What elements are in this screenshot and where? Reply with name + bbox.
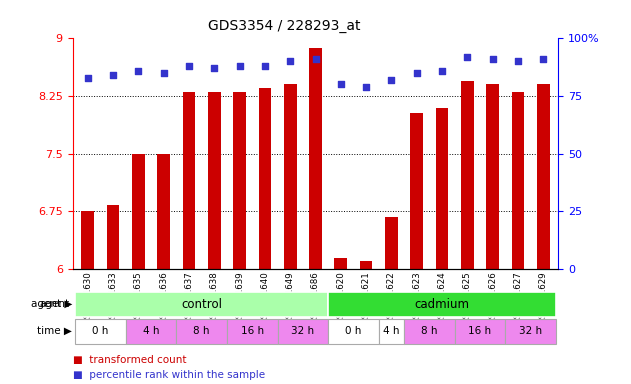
Point: [437, 68, 447, 74]
Bar: [132, 154, 144, 269]
Point: [83, 74, 93, 81]
Text: 8 h: 8 h: [421, 326, 438, 336]
Text: GDS3354 / 228293_at: GDS3354 / 228293_at: [208, 19, 360, 33]
Point: [285, 58, 295, 65]
Point: [463, 54, 473, 60]
Text: 0 h: 0 h: [345, 326, 362, 336]
Bar: [379, 319, 404, 344]
Point: [108, 72, 118, 78]
Point: [361, 84, 371, 90]
Bar: [360, 261, 372, 269]
Point: [133, 68, 143, 74]
Point: [386, 77, 396, 83]
Bar: [176, 319, 227, 344]
Bar: [487, 84, 499, 269]
Text: 4 h: 4 h: [383, 326, 399, 336]
Bar: [126, 319, 176, 344]
Text: cadmium: cadmium: [415, 298, 469, 311]
Bar: [208, 92, 221, 269]
Text: 32 h: 32 h: [292, 326, 314, 336]
Point: [235, 63, 245, 69]
Bar: [404, 319, 455, 344]
Bar: [75, 292, 328, 317]
Text: ■  transformed count: ■ transformed count: [73, 355, 186, 365]
Text: 16 h: 16 h: [468, 326, 492, 336]
Text: 4 h: 4 h: [143, 326, 159, 336]
Point: [513, 58, 523, 65]
Text: ■  percentile rank within the sample: ■ percentile rank within the sample: [73, 370, 264, 380]
Bar: [284, 84, 297, 269]
Bar: [410, 113, 423, 269]
Point: [310, 56, 321, 62]
Bar: [309, 48, 322, 269]
Point: [158, 70, 168, 76]
Bar: [537, 84, 550, 269]
Bar: [157, 154, 170, 269]
Bar: [233, 92, 246, 269]
Point: [336, 81, 346, 88]
Text: agent ▶: agent ▶: [31, 299, 72, 310]
Bar: [227, 319, 278, 344]
Text: agent: agent: [39, 299, 69, 310]
Text: 0 h: 0 h: [92, 326, 109, 336]
Point: [209, 65, 220, 71]
Bar: [107, 205, 119, 269]
Text: 32 h: 32 h: [519, 326, 542, 336]
Bar: [328, 319, 379, 344]
Bar: [334, 258, 347, 269]
Point: [411, 70, 422, 76]
Point: [184, 63, 194, 69]
Bar: [385, 217, 398, 269]
Text: 8 h: 8 h: [193, 326, 210, 336]
Bar: [182, 92, 196, 269]
Bar: [81, 211, 94, 269]
Text: control: control: [181, 298, 222, 311]
Point: [488, 56, 498, 62]
Bar: [75, 319, 126, 344]
Bar: [278, 319, 328, 344]
Bar: [435, 108, 449, 269]
Bar: [505, 319, 556, 344]
Bar: [512, 92, 524, 269]
Bar: [259, 88, 271, 269]
Point: [538, 56, 548, 62]
Text: 16 h: 16 h: [240, 326, 264, 336]
Bar: [461, 81, 474, 269]
Text: time ▶: time ▶: [37, 326, 72, 336]
Bar: [328, 292, 556, 317]
Point: [260, 63, 270, 69]
Bar: [455, 319, 505, 344]
